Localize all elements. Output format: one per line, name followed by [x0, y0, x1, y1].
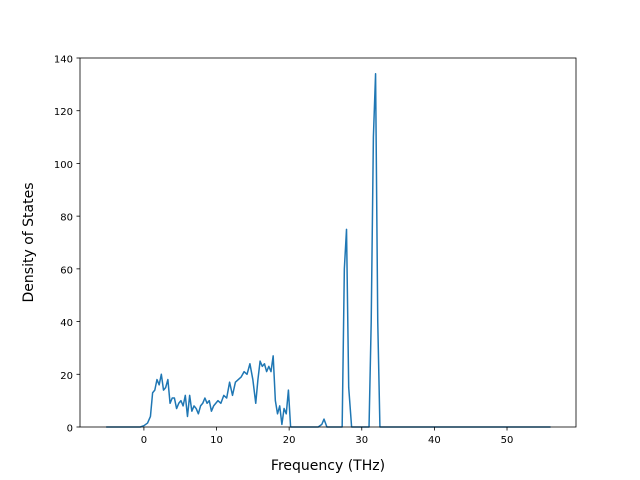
x-tick-label: 10	[210, 435, 223, 446]
x-axis-ticks: 0 10 20 30 40 50	[141, 427, 514, 446]
y-tick-label: 140	[54, 55, 73, 66]
plot-area	[106, 73, 551, 428]
y-tick-label: 20	[60, 371, 73, 382]
x-tick-label: 20	[283, 435, 296, 446]
y-tick-label: 60	[60, 265, 73, 276]
y-axis-title: Density of States	[21, 183, 37, 303]
y-tick-label: 120	[54, 107, 73, 118]
y-tick-label: 80	[60, 213, 73, 224]
x-tick-label: 0	[141, 435, 147, 446]
y-axis-ticks: 0 20 40 60 80 100 120 140	[54, 55, 80, 435]
y-tick-label: 100	[54, 160, 73, 171]
x-tick-label: 40	[428, 435, 441, 446]
axes-frame	[79, 57, 577, 428]
x-tick-label: 50	[501, 435, 514, 446]
x-tick-label: 30	[355, 435, 368, 446]
y-tick-label: 40	[60, 318, 73, 329]
x-axis-title: Frequency (THz)	[271, 458, 385, 474]
y-tick-label: 0	[67, 424, 73, 435]
dos-series-line-0	[106, 73, 551, 428]
